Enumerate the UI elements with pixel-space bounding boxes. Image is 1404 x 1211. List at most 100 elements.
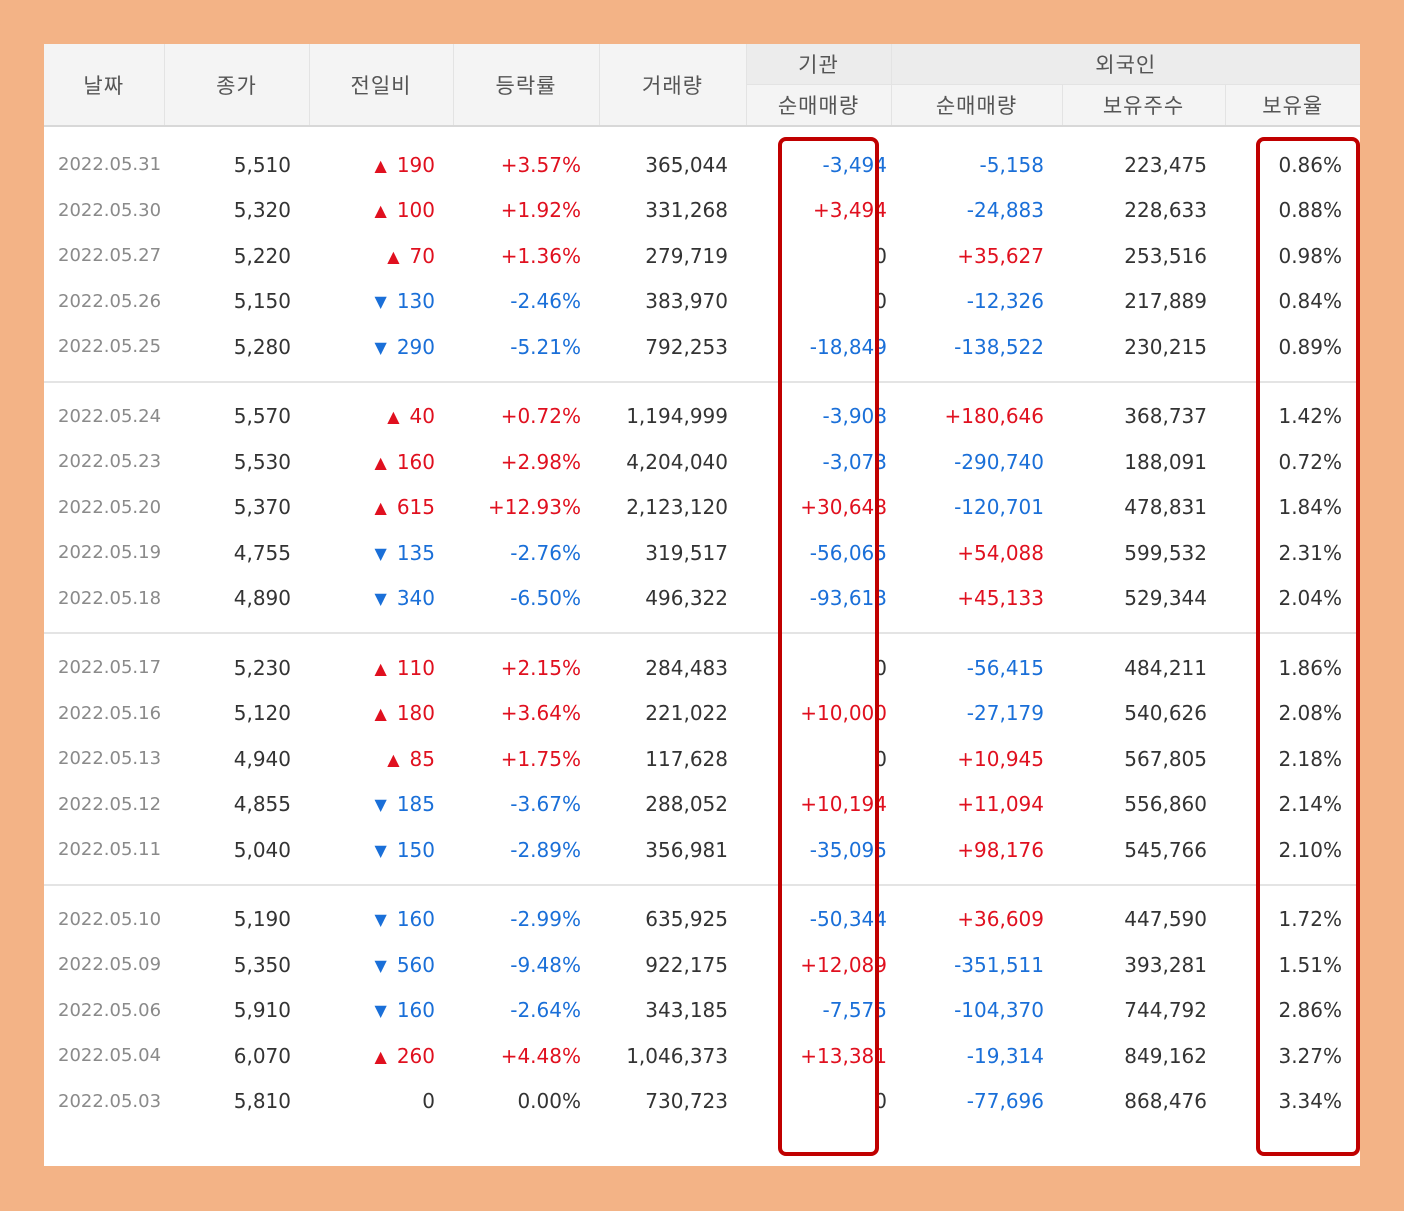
cell-volume: 288,052 — [645, 792, 728, 817]
cell-date: 2022.05.03 — [58, 1090, 162, 1112]
table-row: 2022.05.10 5,190 ▼ 160 -2.99% 635,925 -50,344 +… — [44, 897, 1360, 943]
triangle-down-icon: ▼ — [374, 292, 387, 312]
triangle-up-icon: ▲ — [374, 498, 387, 518]
cell-institution-net: -50,344 — [809, 907, 887, 932]
cell-foreign-ratio: 3.27% — [1278, 1043, 1343, 1068]
cell-foreign-net: -27,179 — [966, 701, 1044, 726]
cell-foreign-net: -56,415 — [966, 655, 1044, 680]
cell-diff: ▼ 185 — [309, 782, 453, 828]
cell-date: 2022.05.27 — [58, 245, 162, 267]
cell-volume: 284,483 — [645, 655, 728, 680]
cell-volume: 365,044 — [645, 152, 728, 177]
cell-diff: ▼ 290 — [309, 324, 453, 370]
cell-foreign-holdings: 217,889 — [1124, 289, 1207, 314]
cell-institution-net: -3,073 — [822, 449, 887, 474]
table-row: 2022.05.27 5,220 ▲ 70 +1.36% 279,719 0 +35,627 2… — [44, 233, 1360, 279]
cell-rate: -2.46% — [510, 289, 581, 314]
cell-rate: +3.64% — [500, 701, 581, 726]
cell-institution-net: +13,381 — [800, 1043, 887, 1068]
cell-close: 5,570 — [233, 404, 291, 429]
cell-close: 5,510 — [233, 152, 291, 177]
cell-close: 5,910 — [233, 998, 291, 1023]
header-close: 종가 — [163, 44, 309, 127]
triangle-up-icon: ▲ — [387, 749, 400, 769]
cell-foreign-ratio: 2.08% — [1278, 701, 1343, 726]
table-row: 2022.05.09 5,350 ▼ 560 -9.48% 922,175 +12,089 -… — [44, 942, 1360, 988]
cell-volume: 792,253 — [645, 334, 728, 359]
cell-foreign-net: -290,740 — [954, 449, 1044, 474]
group-spacer — [44, 382, 1360, 394]
triangle-down-icon: ▼ — [374, 795, 387, 815]
cell-close: 5,350 — [233, 952, 291, 977]
cell-institution-net: 0 — [874, 289, 887, 314]
cell-foreign-holdings: 744,792 — [1124, 998, 1207, 1023]
table-row: 2022.05.17 5,230 ▲ 110 +2.15% 284,483 0 -56,415… — [44, 645, 1360, 691]
table-row: 2022.05.23 5,530 ▲ 160 +2.98% 4,204,040 -3,073… — [44, 439, 1360, 485]
cell-diff: ▼ 130 — [309, 279, 453, 325]
cell-close: 5,810 — [233, 1089, 291, 1114]
cell-diff: ▲ 180 — [309, 691, 453, 737]
cell-foreign-ratio: 3.34% — [1278, 1089, 1343, 1114]
group-spacer — [44, 126, 1360, 142]
cell-foreign-net: +11,094 — [957, 792, 1044, 817]
table-body: 2022.05.31 5,510 ▲ 190 +3.57% 365,044 -3,494 -5… — [44, 126, 1361, 1125]
table-row: 2022.05.06 5,910 ▼ 160 -2.64% 343,185 -7,575 -1… — [44, 988, 1360, 1034]
cell-close: 5,120 — [233, 701, 291, 726]
diff-value: 150 — [396, 837, 435, 862]
cell-rate: +2.98% — [500, 449, 581, 474]
cell-foreign-ratio: 0.86% — [1278, 152, 1343, 177]
header-diff: 전일비 — [308, 44, 453, 127]
cell-foreign-holdings: 567,805 — [1124, 746, 1207, 771]
group-spacer — [44, 633, 1360, 645]
cell-foreign-net: -351,511 — [954, 952, 1044, 977]
group-spacer — [44, 885, 1360, 897]
header-foreign-ratio: 보유율 — [1224, 83, 1361, 127]
cell-foreign-ratio: 2.10% — [1278, 837, 1343, 862]
cell-diff: ▲ 70 — [309, 233, 453, 279]
cell-date: 2022.05.09 — [58, 954, 162, 976]
diff-value: 260 — [396, 1043, 435, 1068]
triangle-down-icon: ▼ — [374, 543, 387, 563]
cell-institution-net: +3,494 — [812, 198, 887, 223]
cell-volume: 2,123,120 — [626, 495, 728, 520]
diff-value: 130 — [396, 289, 435, 314]
cell-institution-net: +12,089 — [800, 952, 887, 977]
cell-foreign-ratio: 2.14% — [1278, 792, 1343, 817]
cell-institution-net: +10,194 — [800, 792, 887, 817]
diff-value: 290 — [396, 334, 435, 359]
cell-volume: 730,723 — [645, 1089, 728, 1114]
cell-institution-net: -7,575 — [822, 998, 887, 1023]
cell-foreign-net: +36,609 — [957, 907, 1044, 932]
cell-institution-net: -3,494 — [822, 152, 887, 177]
cell-institution-net: -56,065 — [809, 540, 887, 565]
table-row: 2022.05.03 5,810 0 0.00% 730,723 0 -77,696 868,… — [44, 1079, 1360, 1125]
cell-institution-net: 0 — [874, 655, 887, 680]
cell-foreign-net: -24,883 — [966, 198, 1044, 223]
cell-volume: 496,322 — [645, 586, 728, 611]
cell-foreign-net: -104,370 — [954, 998, 1044, 1023]
cell-diff: ▲ 260 — [309, 1033, 453, 1079]
cell-volume: 1,046,373 — [626, 1043, 728, 1068]
cell-date: 2022.05.12 — [58, 793, 162, 815]
cell-foreign-holdings: 540,626 — [1124, 701, 1207, 726]
cell-foreign-ratio: 0.84% — [1278, 289, 1343, 314]
cell-foreign-holdings: 253,516 — [1124, 243, 1207, 268]
cell-foreign-holdings: 188,091 — [1124, 449, 1207, 474]
diff-value: 135 — [396, 540, 435, 565]
table-row: 2022.05.30 5,320 ▲ 100 +1.92% 331,268 +3,494 -2… — [44, 188, 1360, 234]
cell-volume: 319,517 — [645, 540, 728, 565]
stock-trading-panel: 날짜 종가 전일비 등락률 거래량 기관 외국인 순매매량 순매매량 보유주수 … — [44, 44, 1361, 1166]
group-divider — [44, 872, 1361, 886]
triangle-up-icon: ▲ — [374, 201, 387, 221]
diff-value: 40 — [409, 404, 435, 429]
cell-foreign-net: +45,133 — [957, 586, 1044, 611]
cell-foreign-net: +10,945 — [957, 746, 1044, 771]
cell-volume: 635,925 — [645, 907, 728, 932]
cell-foreign-net: +54,088 — [957, 540, 1044, 565]
cell-date: 2022.05.04 — [58, 1045, 162, 1067]
cell-date: 2022.05.16 — [58, 702, 162, 724]
cell-diff: ▼ 150 — [309, 827, 453, 873]
table-row: 2022.05.24 5,570 ▲ 40 +0.72% 1,194,999 -3,908 +… — [44, 394, 1360, 440]
cell-foreign-ratio: 1.72% — [1278, 907, 1343, 932]
cell-foreign-holdings: 849,162 — [1124, 1043, 1207, 1068]
